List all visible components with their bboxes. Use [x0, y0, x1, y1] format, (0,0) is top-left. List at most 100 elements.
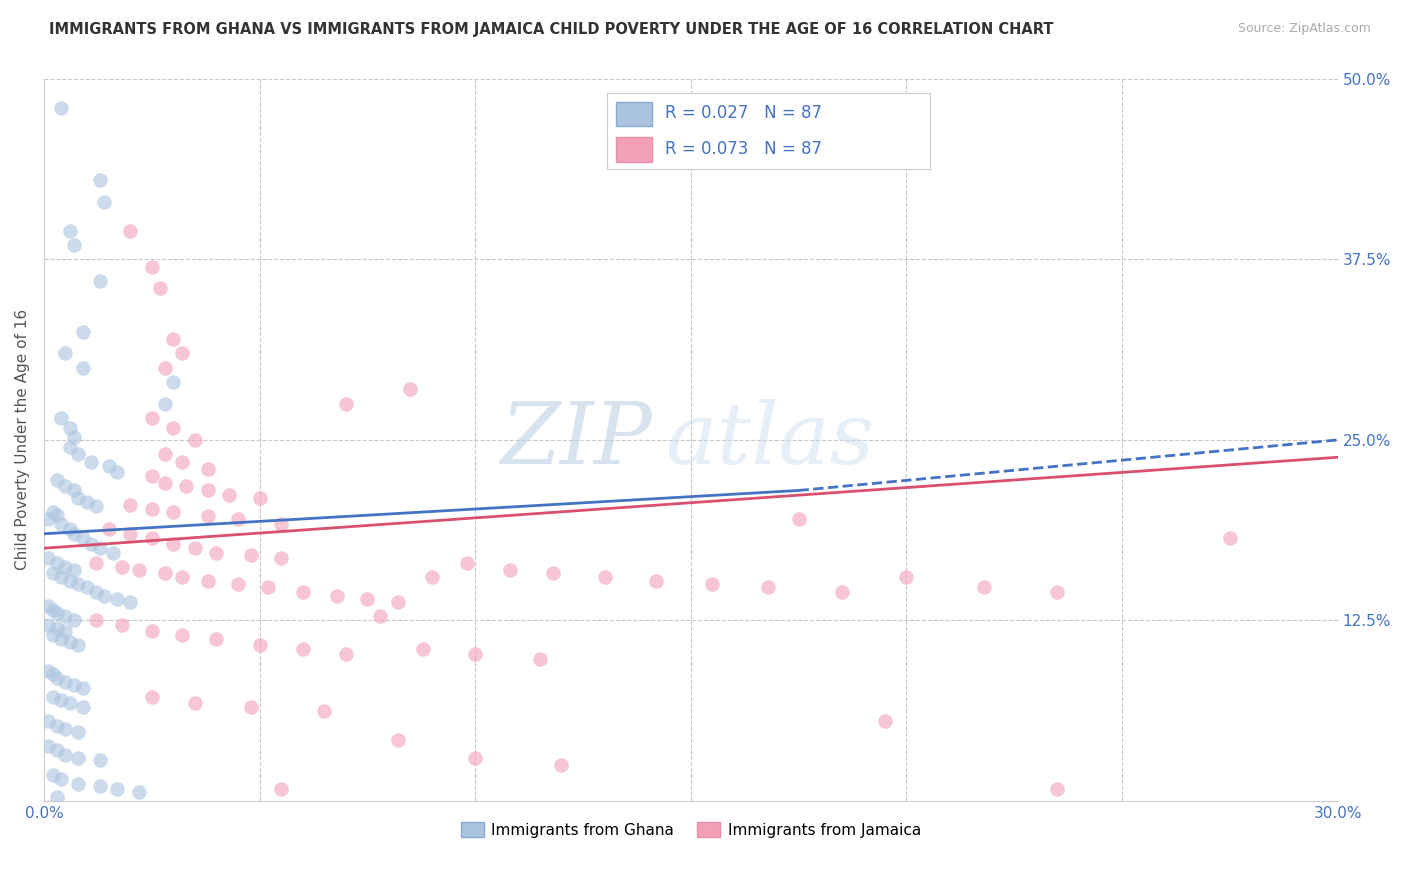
- Point: [896, 570, 918, 584]
- Point: [368, 609, 391, 624]
- Point: [59, 574, 82, 589]
- Point: [249, 638, 271, 652]
- Point: [67, 776, 90, 790]
- Point: [89, 754, 111, 768]
- Point: [55, 479, 77, 493]
- Point: [153, 397, 176, 411]
- Point: [120, 223, 142, 237]
- Point: [45, 606, 67, 620]
- Point: [128, 785, 150, 799]
- Point: [45, 743, 67, 757]
- Point: [464, 750, 486, 764]
- Point: [55, 560, 77, 574]
- Point: [67, 447, 90, 461]
- Point: [170, 570, 193, 584]
- Point: [49, 772, 72, 787]
- Point: [110, 617, 132, 632]
- Point: [162, 537, 184, 551]
- Point: [45, 508, 67, 522]
- Point: [49, 693, 72, 707]
- Point: [63, 238, 86, 252]
- Point: [170, 628, 193, 642]
- Point: [84, 556, 107, 570]
- Point: [174, 479, 197, 493]
- Point: [141, 469, 163, 483]
- Point: [153, 447, 176, 461]
- Point: [120, 498, 142, 512]
- Point: [80, 537, 103, 551]
- Point: [89, 274, 111, 288]
- Point: [1219, 531, 1241, 545]
- Point: [141, 411, 163, 425]
- Point: [105, 465, 128, 479]
- Point: [37, 664, 59, 678]
- Point: [89, 173, 111, 187]
- Point: [41, 603, 63, 617]
- Point: [59, 421, 82, 435]
- Point: [72, 531, 94, 545]
- Legend: Immigrants from Ghana, Immigrants from Jamaica: Immigrants from Ghana, Immigrants from J…: [454, 815, 927, 844]
- Point: [63, 430, 86, 444]
- Point: [153, 360, 176, 375]
- Point: [529, 652, 551, 666]
- Point: [326, 589, 349, 603]
- Point: [412, 642, 434, 657]
- Point: [141, 531, 163, 545]
- Point: [45, 789, 67, 804]
- Point: [257, 580, 280, 594]
- Point: [162, 421, 184, 435]
- Point: [59, 696, 82, 710]
- Point: [105, 782, 128, 797]
- Point: [831, 584, 853, 599]
- Point: [550, 757, 572, 772]
- Point: [170, 346, 193, 360]
- Point: [63, 678, 86, 692]
- Point: [197, 483, 219, 498]
- Point: [84, 614, 107, 628]
- Point: [399, 383, 422, 397]
- Point: [45, 621, 67, 635]
- Point: [270, 516, 292, 531]
- Point: [184, 541, 207, 556]
- Point: [197, 509, 219, 524]
- Point: [49, 570, 72, 584]
- Point: [59, 523, 82, 537]
- Point: [41, 505, 63, 519]
- Point: [63, 483, 86, 498]
- Point: [291, 642, 314, 657]
- Point: [72, 700, 94, 714]
- Text: Source: ZipAtlas.com: Source: ZipAtlas.com: [1237, 22, 1371, 36]
- Point: [37, 599, 59, 613]
- Point: [67, 750, 90, 764]
- Text: atlas: atlas: [665, 399, 875, 482]
- Point: [49, 516, 72, 531]
- Point: [758, 580, 780, 594]
- Point: [387, 594, 409, 608]
- Point: [1046, 584, 1069, 599]
- Point: [420, 570, 443, 584]
- Point: [291, 584, 314, 599]
- Point: [141, 260, 163, 274]
- Point: [973, 580, 995, 594]
- Point: [239, 700, 262, 714]
- Point: [55, 675, 77, 690]
- Point: [456, 556, 478, 570]
- Point: [49, 411, 72, 425]
- Point: [45, 556, 67, 570]
- Point: [89, 541, 111, 556]
- Point: [41, 628, 63, 642]
- Point: [120, 594, 142, 608]
- Point: [49, 632, 72, 647]
- Point: [120, 526, 142, 541]
- Point: [97, 523, 120, 537]
- Point: [37, 617, 59, 632]
- Point: [72, 360, 94, 375]
- Point: [226, 577, 249, 591]
- Point: [335, 397, 357, 411]
- Point: [197, 574, 219, 589]
- Point: [93, 194, 115, 209]
- Point: [162, 505, 184, 519]
- Point: [141, 624, 163, 638]
- Point: [498, 563, 520, 577]
- Point: [702, 577, 724, 591]
